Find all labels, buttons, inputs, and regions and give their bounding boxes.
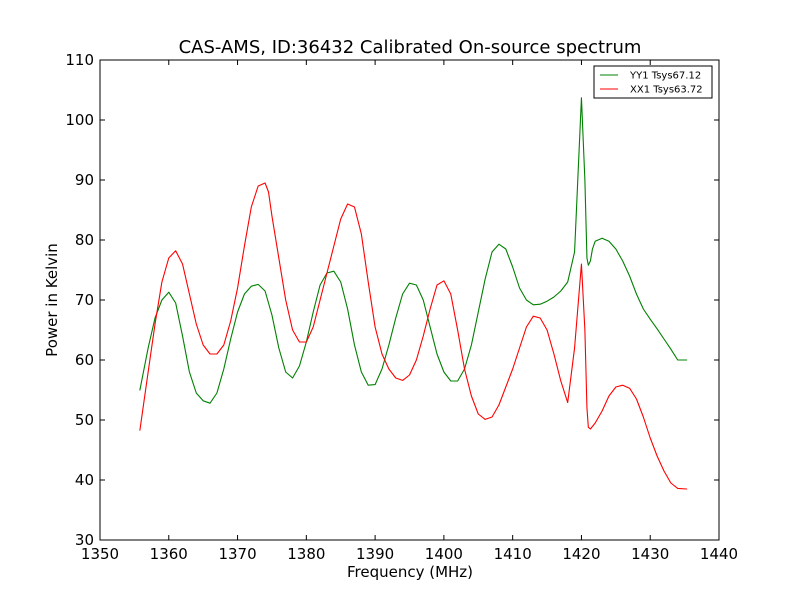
x-tick-label: 1400 <box>425 545 463 563</box>
y-tick-label: 50 <box>75 411 94 429</box>
x-tick-label: 1370 <box>218 545 256 563</box>
y-tick-label: 40 <box>75 471 94 489</box>
y-tick-label: 110 <box>65 51 94 69</box>
legend: YY1 Tsys67.12 XX1 Tsys63.72 <box>593 65 713 99</box>
y-tick-label: 80 <box>75 231 94 249</box>
x-tick-label: 1350 <box>81 545 119 563</box>
series-lines <box>139 97 688 490</box>
x-axis-label: Frequency (MHz) <box>347 563 473 581</box>
x-tick-label: 1440 <box>700 545 738 563</box>
legend-box <box>593 65 713 99</box>
x-tick-label: 1420 <box>562 545 600 563</box>
x-tick-label: 1410 <box>494 545 532 563</box>
y-tick-label: 70 <box>75 291 94 309</box>
x-tick-label: 1430 <box>631 545 669 563</box>
legend-label: YY1 Tsys67.12 <box>629 71 701 82</box>
y-tick-label: 100 <box>65 111 94 129</box>
y-tick-label: 30 <box>75 531 94 549</box>
y-tick-label: 60 <box>75 351 94 369</box>
axis-ticks: 1350 1360 1370 1380 1390 1400 1410 1420 1430 1440… <box>65 51 738 563</box>
x-tick-label: 1390 <box>356 545 394 563</box>
chart-title: CAS-AMS, ID:36432 Calibrated On-source s… <box>179 37 642 58</box>
plot-area <box>99 59 720 541</box>
y-tick-label: 90 <box>75 171 94 189</box>
series-line-yy1 <box>139 97 688 404</box>
x-tick-label: 1360 <box>150 545 188 563</box>
x-tick-label: 1380 <box>287 545 325 563</box>
plot-frame <box>99 59 720 541</box>
y-axis-label: Power in Kelvin <box>43 243 61 357</box>
series-line-xx1 <box>139 182 688 490</box>
legend-label: XX1 Tsys63.72 <box>630 85 703 96</box>
